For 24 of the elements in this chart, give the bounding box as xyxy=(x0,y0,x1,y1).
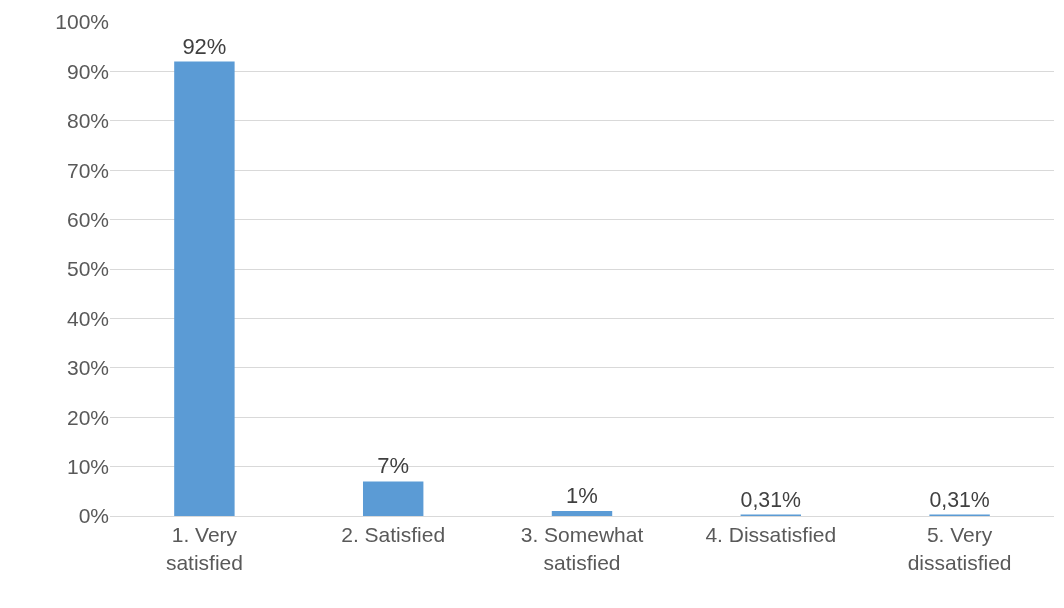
y-tick-label: 90% xyxy=(66,59,109,83)
x-tick-label: 4. Dissatisfied xyxy=(705,523,837,547)
y-tick-label: 50% xyxy=(66,257,109,281)
data-label: 92% xyxy=(182,33,227,59)
y-tick-label: 0% xyxy=(78,504,109,528)
bar xyxy=(551,511,613,516)
x-tick-label: 2. Satisfied xyxy=(341,523,446,547)
data-label: 7% xyxy=(377,453,410,479)
data-label: 0,31% xyxy=(740,487,802,512)
y-tick-label: 10% xyxy=(66,454,109,478)
y-tick-label: 20% xyxy=(66,405,109,429)
bar xyxy=(362,481,424,516)
y-tick-label: 30% xyxy=(66,356,109,380)
data-label: 0,31% xyxy=(929,487,990,512)
x-tick-label: 5. Very dissatisfied xyxy=(907,523,1012,574)
y-tick-label: 80% xyxy=(66,109,109,133)
y-tick-label: 60% xyxy=(66,207,109,231)
bar xyxy=(174,61,235,516)
data-label: 1% xyxy=(566,483,598,509)
y-tick-label: 40% xyxy=(66,306,109,330)
x-tick-label: 1. Very satisfied xyxy=(165,523,243,574)
y-tick-label: 70% xyxy=(66,158,109,182)
y-tick-label: 100% xyxy=(55,10,109,34)
x-tick-label: 3. Somewhat satisfied xyxy=(520,523,644,574)
